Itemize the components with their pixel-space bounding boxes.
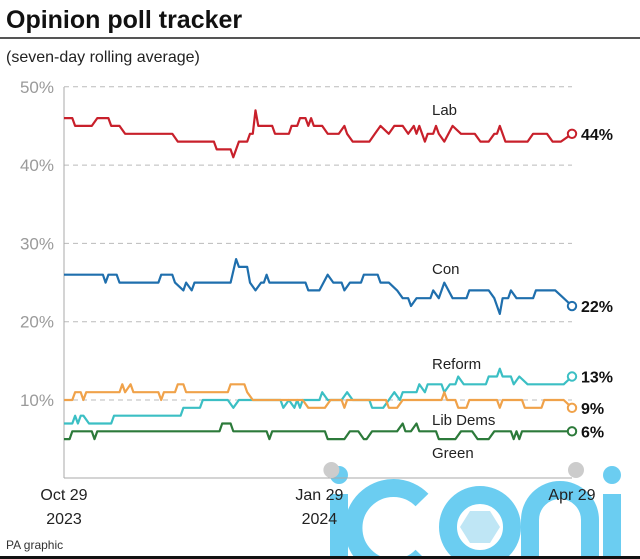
- end-point-marker: [566, 426, 578, 437]
- series-line-green: [64, 422, 572, 441]
- x-tick-year: 2023: [46, 511, 82, 528]
- x-tick-label: Jan 29: [295, 487, 343, 504]
- x-tick-marker: [323, 462, 340, 478]
- chart-title: Opinion poll tracker: [6, 6, 242, 34]
- end-point-marker: [566, 402, 578, 414]
- y-tick-label: 50%: [20, 78, 54, 97]
- chart-subtitle: (seven-day rolling average): [6, 49, 200, 66]
- end-point-marker: [566, 128, 578, 139]
- credit: PA graphic: [6, 538, 63, 552]
- end-value-label: 44%: [581, 127, 613, 144]
- series-name-label: Lab: [432, 102, 457, 119]
- end-value-label: 22%: [581, 299, 613, 316]
- x-tick-marker: [568, 462, 584, 478]
- series-line-reform: [64, 367, 573, 425]
- bottom-rule: [0, 556, 640, 559]
- series-name-label: Reform: [432, 356, 481, 373]
- series-name-label: Con: [432, 261, 460, 278]
- x-tick-label: Apr 29: [548, 487, 595, 504]
- series-line-lab: [64, 109, 573, 159]
- x-tick-year: 2024: [302, 511, 338, 528]
- end-point-marker: [566, 300, 578, 312]
- y-tick-label: 10%: [20, 391, 54, 410]
- series-line-lib-dems: [64, 383, 573, 409]
- end-value-label: 6%: [581, 424, 604, 441]
- x-tick-label: Oct 29: [40, 487, 87, 504]
- y-tick-label: 20%: [20, 313, 54, 332]
- title-rule: [0, 37, 640, 39]
- end-value-label: 13%: [581, 370, 613, 387]
- watermark-logo: [330, 466, 621, 559]
- end-point-marker: [566, 371, 578, 382]
- y-tick-label: 30%: [20, 234, 54, 253]
- y-tick-label: 40%: [20, 156, 54, 175]
- series-name-label: Green: [432, 445, 474, 462]
- end-value-label: 9%: [581, 401, 604, 418]
- series-name-label: Lib Dems: [432, 412, 495, 429]
- series-line-con: [64, 258, 573, 315]
